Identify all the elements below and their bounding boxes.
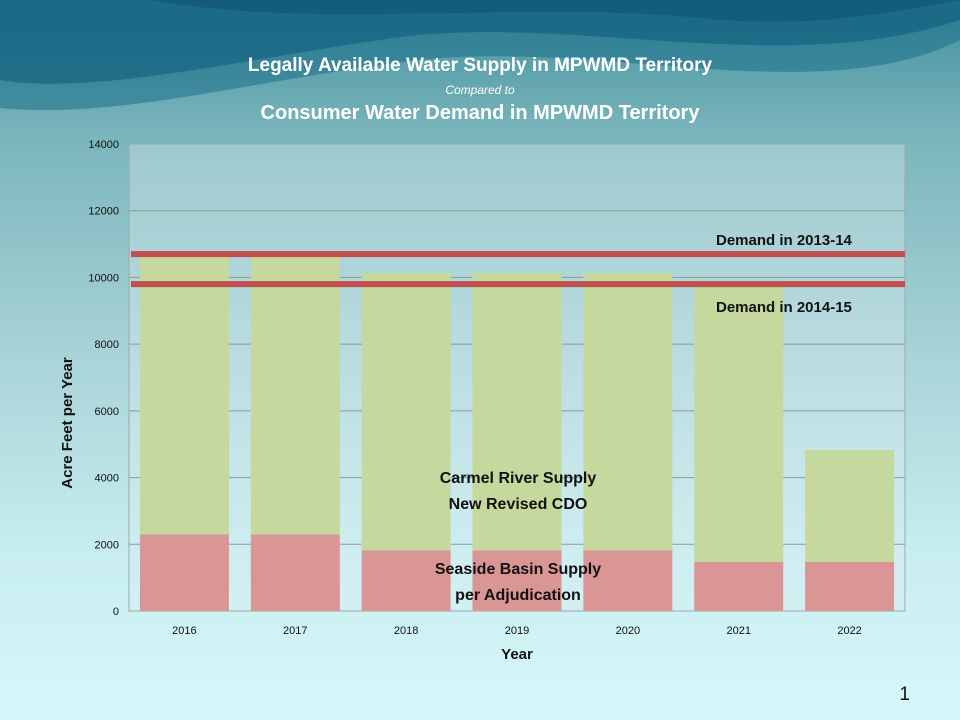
bar-carmel-river-2016 xyxy=(139,256,229,535)
background-waves xyxy=(0,0,960,111)
bar-carmel-river-2018 xyxy=(361,273,451,551)
ref-label-2013-14: Demand in 2013-14 xyxy=(716,232,853,249)
carmel-annotation-line2: New Revised CDO xyxy=(449,496,588,513)
bar-carmel-river-2021 xyxy=(694,287,784,562)
bar-seaside-basin-2018 xyxy=(361,550,451,611)
y-tick-label: 8000 xyxy=(95,339,119,351)
bar-carmel-river-2019 xyxy=(472,273,562,551)
x-tick-label: 2019 xyxy=(505,625,529,637)
y-tick-label: 6000 xyxy=(95,406,119,418)
bar-carmel-river-2020 xyxy=(583,273,673,551)
bar-seaside-basin-2020 xyxy=(583,550,673,611)
slide-number: 1 xyxy=(899,684,910,705)
x-tick-label: 2022 xyxy=(837,625,861,637)
x-tick-label: 2020 xyxy=(616,625,640,637)
chart-subtitle: Consumer Water Demand in MPWMD Territory xyxy=(260,102,700,124)
y-tick-label: 12000 xyxy=(88,206,119,218)
bar-seaside-basin-2022 xyxy=(805,561,895,611)
bar-seaside-basin-2017 xyxy=(250,534,340,611)
bar-seaside-basin-2016 xyxy=(139,534,229,611)
bar-seaside-basin-2021 xyxy=(694,561,784,611)
chart-title: Legally Available Water Supply in MPWMD … xyxy=(247,55,713,76)
bars xyxy=(139,256,895,611)
y-tick-label: 4000 xyxy=(95,473,119,485)
x-tick-label: 2021 xyxy=(726,625,750,637)
ref-label-2014-15: Demand in 2014-15 xyxy=(716,299,852,316)
y-axis-label: Acre Feet per Year xyxy=(59,357,76,489)
x-tick-label: 2017 xyxy=(283,625,307,637)
y-tick-label: 14000 xyxy=(88,139,119,151)
x-tick-labels: 2016 2017 2018 2019 2020 2021 2022 xyxy=(172,625,862,637)
y-tick-labels: 0 2000 4000 6000 8000 10000 12000 14000 xyxy=(88,139,119,618)
x-tick-label: 2016 xyxy=(172,625,196,637)
bar-carmel-river-2022 xyxy=(805,449,895,562)
y-tick-label: 0 xyxy=(113,606,119,618)
chart-subtitle-connector: Compared to xyxy=(445,83,515,97)
seaside-annotation-line2: per Adjudication xyxy=(455,587,581,604)
bar-seaside-basin-2019 xyxy=(472,550,562,611)
seaside-annotation-line1: Seaside Basin Supply xyxy=(435,561,601,578)
bar-carmel-river-2017 xyxy=(250,256,340,535)
y-tick-label: 10000 xyxy=(88,272,119,284)
x-tick-label: 2018 xyxy=(394,625,418,637)
x-axis-label: Year xyxy=(501,646,533,663)
carmel-annotation-line1: Carmel River Supply xyxy=(440,470,597,487)
reference-lines xyxy=(131,251,905,288)
y-tick-label: 2000 xyxy=(95,539,119,551)
